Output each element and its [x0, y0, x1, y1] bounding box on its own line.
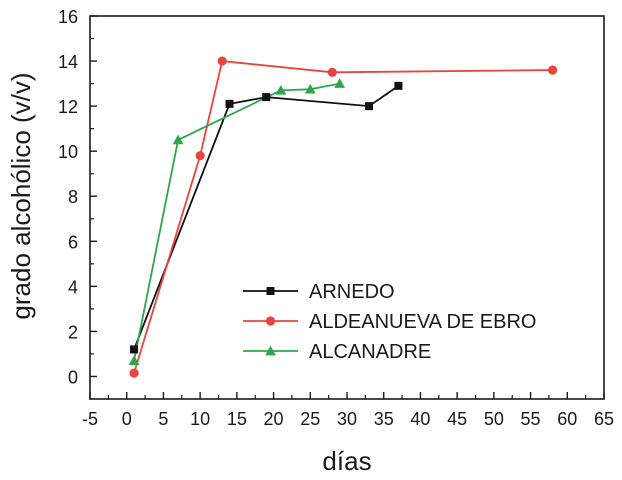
- x-tick-label: 40: [410, 409, 430, 429]
- data-point: [217, 56, 227, 66]
- x-tick-label: 60: [557, 409, 577, 429]
- y-tick-label: 14: [58, 52, 78, 72]
- data-point: [548, 65, 558, 75]
- x-tick-label: 25: [300, 409, 320, 429]
- data-point: [172, 134, 184, 145]
- legend-marker: [265, 316, 276, 326]
- data-point: [128, 355, 140, 366]
- data-point: [275, 84, 287, 95]
- y-tick-label: 8: [68, 187, 78, 207]
- legend: ARNEDO ALDEANUEVA DE EBRO ALCANADRE: [243, 281, 536, 363]
- legend-marker: [266, 287, 275, 295]
- y-axis-label: grado alcohólico (v/v): [6, 72, 36, 319]
- x-axis-label: días: [322, 446, 371, 476]
- data-point: [327, 67, 337, 77]
- x-tick-label: 50: [484, 409, 504, 429]
- data-point: [365, 102, 374, 111]
- x-tick-label: 35: [374, 409, 394, 429]
- data-point: [394, 81, 403, 90]
- legend-label: ALDEANUEVA DE EBRO: [309, 311, 536, 333]
- x-tick-label: 55: [521, 409, 541, 429]
- y-tick-label: 0: [68, 367, 78, 387]
- y-tick-label: 10: [58, 142, 78, 162]
- x-tick-label: 5: [158, 409, 168, 429]
- data-point: [334, 78, 346, 88]
- legend-label: ARNEDO: [309, 281, 395, 303]
- data-point: [129, 368, 139, 378]
- y-tick-label: 12: [58, 97, 78, 117]
- data-point: [225, 99, 234, 108]
- x-tick-label: 0: [122, 409, 132, 429]
- x-axis-ticks: -5 0 5 10 15 20 25 30 35 40 45 50 55 60 65: [82, 392, 614, 429]
- series-markers: [128, 56, 558, 378]
- y-tick-label: 16: [58, 7, 78, 27]
- data-point: [195, 151, 205, 161]
- y-tick-label: 4: [68, 277, 78, 297]
- y-tick-label: 2: [68, 322, 78, 342]
- x-tick-label: -5: [82, 409, 98, 429]
- x-tick-label: 15: [227, 409, 247, 429]
- y-axis-ticks: 0 2 4 6 8 10 12 14 16: [58, 7, 97, 400]
- x-tick-label: 20: [264, 409, 284, 429]
- x-tick-label: 30: [337, 409, 357, 429]
- y-tick-label: 6: [68, 232, 78, 252]
- series-line: [133, 85, 399, 350]
- data-point: [262, 93, 271, 102]
- legend-label: ALCANADRE: [309, 341, 431, 363]
- data-point: [304, 83, 316, 94]
- x-tick-label: 65: [594, 409, 614, 429]
- legend-marker: [265, 345, 276, 356]
- x-tick-label: 10: [190, 409, 210, 429]
- x-tick-label: 45: [447, 409, 467, 429]
- data-point: [130, 345, 139, 354]
